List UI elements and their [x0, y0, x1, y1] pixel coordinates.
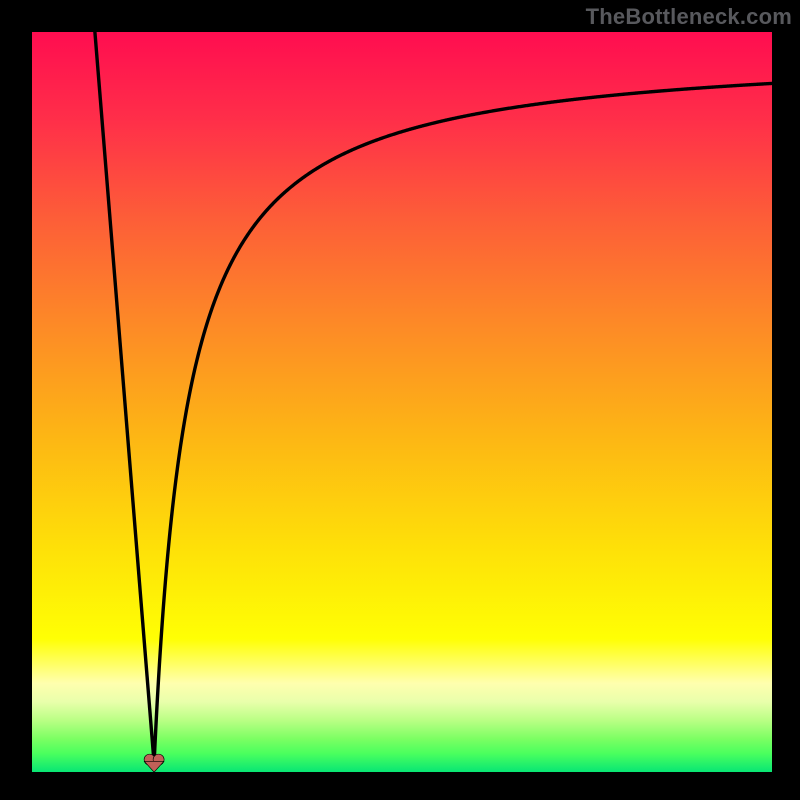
plot-background — [32, 32, 772, 772]
watermark-text: TheBottleneck.com — [586, 4, 792, 30]
bottleneck-chart — [0, 0, 800, 800]
